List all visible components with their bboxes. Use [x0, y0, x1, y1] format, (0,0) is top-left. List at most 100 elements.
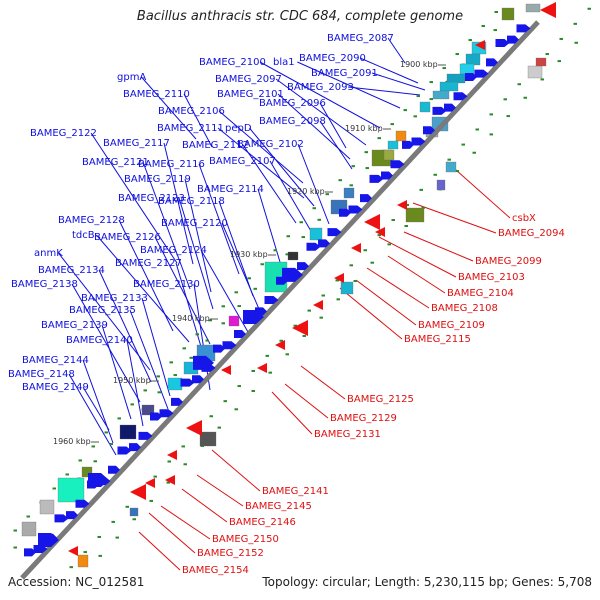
track-dot	[421, 206, 425, 209]
reverse-gene-label: BAMEG_2141	[262, 486, 329, 497]
forward-gene-label: tdcB	[72, 230, 95, 241]
track-dot	[183, 463, 187, 466]
forward-gene-label: BAMEG_2123	[118, 193, 185, 204]
track-dot	[125, 505, 129, 508]
track-dot	[251, 389, 255, 392]
genome-backbone	[20, 20, 540, 580]
reverse-gene-arrow	[397, 200, 407, 210]
forward-gene-label: BAMEG_2111	[157, 123, 224, 134]
forward-gene-label: BAMEG_2149	[22, 382, 89, 393]
feature-box	[527, 65, 543, 79]
track-dot	[325, 193, 329, 196]
forward-gene-arrow	[193, 355, 214, 370]
reverse-gene-arrow	[540, 2, 556, 18]
forward-label-connector	[319, 102, 347, 149]
track-dot	[312, 207, 316, 210]
track-dot	[557, 60, 561, 63]
forward-gene-arrow	[402, 140, 414, 149]
forward-gene-arrow	[88, 473, 109, 488]
track-dot	[517, 83, 521, 86]
forward-label-connector	[347, 86, 421, 96]
accession-label: Accession: NC_012581	[8, 575, 145, 589]
track-dot	[387, 243, 391, 246]
feature-box	[439, 81, 459, 92]
forward-gene-arrow	[150, 412, 162, 421]
reverse-gene-label: BAMEG_2125	[347, 394, 414, 405]
track-dot	[416, 95, 420, 98]
forward-gene-arrow	[38, 532, 59, 547]
track-dot	[237, 385, 241, 388]
track-dot	[494, 11, 498, 14]
forward-gene-label: BAMEG_2102	[237, 139, 304, 150]
track-dot	[349, 184, 353, 187]
reverse-label-connector	[196, 474, 244, 507]
forward-gene-label: BAMEG_2106	[158, 106, 225, 117]
feature-box	[432, 90, 450, 100]
track-dot	[104, 431, 108, 434]
forward-gene-arrow	[192, 375, 204, 384]
forward-gene-label: BAMEG_2127	[115, 258, 182, 269]
track-dot	[447, 158, 451, 161]
forward-gene-label: BAMEG_2121	[82, 157, 149, 168]
track-dot	[65, 473, 69, 476]
track-dot	[78, 459, 82, 462]
forward-label-connector	[193, 283, 211, 391]
label-connectors	[58, 37, 511, 571]
track-dot	[489, 133, 493, 136]
forward-gene-label: BAMEG_2100	[199, 57, 266, 68]
forward-gene-arrow	[369, 174, 384, 183]
feature-box	[167, 377, 183, 391]
forward-label-connector	[68, 373, 117, 456]
forward-gene-label: BAMEG_2114	[197, 184, 264, 195]
forward-gene-label: BAMEG_2120	[161, 218, 228, 229]
forward-gene-arrow	[75, 499, 90, 508]
forward-label-connector	[218, 110, 304, 184]
feature-box	[129, 507, 139, 517]
track-dot	[181, 445, 185, 448]
forward-label-connector	[198, 163, 240, 275]
feature-box	[465, 53, 481, 66]
feature-box	[535, 57, 547, 67]
forward-gene-arrow	[33, 545, 48, 554]
forward-gene-arrow	[66, 511, 78, 520]
feature-box	[525, 3, 541, 13]
forward-gene-arrow	[243, 309, 264, 324]
forward-gene-label: BAMEG_2138	[11, 279, 78, 290]
forward-gene-arrow	[171, 397, 183, 406]
track-dot	[52, 487, 56, 490]
track-dot	[349, 264, 353, 267]
track-dot	[234, 291, 238, 294]
reverse-gene-label: BAMEG_2146	[229, 517, 296, 528]
track-dot	[307, 309, 311, 312]
track-dot	[221, 322, 225, 325]
reverse-gene-arrow	[292, 320, 308, 336]
reverse-label-connector	[378, 236, 457, 278]
reverse-gene-label: BAMEG_2129	[330, 413, 397, 424]
track-dot	[167, 460, 171, 463]
feature-box	[199, 431, 217, 447]
forward-gene-arrow	[159, 409, 174, 418]
reverse-gene-label: BAMEG_2104	[447, 288, 514, 299]
forward-gene-label: BAMEG_2097	[215, 74, 282, 85]
forward-label-connector	[82, 359, 114, 444]
reverse-gene-arrow	[186, 420, 202, 436]
track-dot	[195, 333, 199, 336]
reverse-gene-arrow	[313, 300, 323, 310]
reverse-gene-label: BAMEG_2103	[458, 272, 525, 283]
track-dot	[455, 53, 459, 56]
reverse-gene-arrow	[275, 340, 285, 350]
forward-label-connector	[242, 144, 297, 224]
forward-gene-label: BAMEG_2135	[69, 305, 136, 316]
forward-gene-arrow	[516, 24, 531, 33]
tick-label: 1960 kbp	[53, 437, 91, 446]
forward-label-connector	[387, 37, 406, 64]
track-dot	[273, 249, 277, 252]
track-dot	[301, 236, 305, 239]
reverse-gene-arrow	[221, 365, 231, 375]
reverse-label-connector	[160, 505, 211, 540]
forward-label-connector	[218, 200, 254, 297]
reverse-label-connector	[211, 449, 261, 492]
reverse-gene-label: BAMEG_2094	[498, 228, 565, 239]
forward-gene-arrow	[264, 296, 279, 305]
forward-gene-arrow	[390, 160, 405, 169]
